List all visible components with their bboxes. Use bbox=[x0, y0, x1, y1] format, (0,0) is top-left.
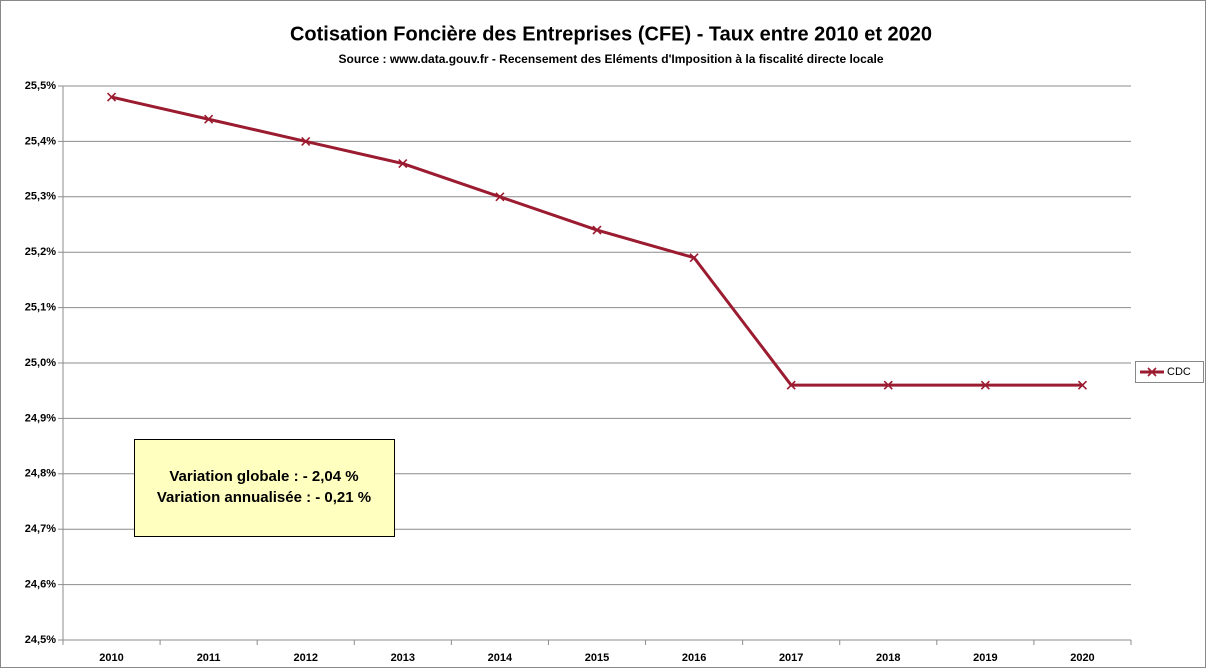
point bbox=[1077, 380, 1088, 390]
chart-title: Cotisation Foncière des Entreprises (CFE… bbox=[290, 23, 932, 45]
annotation: Variation annualisée : - 0,21 % bbox=[157, 489, 371, 506]
y-tick-label: 24,8% bbox=[25, 468, 56, 480]
y-tick-label: 25,5% bbox=[25, 80, 56, 92]
x-tick-label: 2020 bbox=[1070, 652, 1094, 664]
annotation-box bbox=[134, 439, 395, 537]
y-tick-label: 25,2% bbox=[25, 246, 56, 258]
y-tick-label: 24,9% bbox=[25, 412, 56, 424]
y-tick-label: 25,0% bbox=[25, 357, 56, 369]
x-tick-label: 2010 bbox=[99, 652, 123, 664]
legend-label: CDC bbox=[1167, 366, 1191, 378]
x-tick-label: 2019 bbox=[973, 652, 997, 664]
chart-subtitle: Source : www.data.gouv.fr - Recensement … bbox=[338, 52, 883, 66]
y-tick-label: 25,3% bbox=[25, 191, 56, 203]
x-tick-label: 2016 bbox=[682, 652, 706, 664]
x-tick-label: 2012 bbox=[293, 652, 317, 664]
point bbox=[786, 380, 796, 390]
y-tick-label: 25,1% bbox=[25, 302, 56, 314]
y-tick-label: 24,5% bbox=[25, 634, 56, 646]
legend-box bbox=[1135, 361, 1204, 383]
point bbox=[106, 92, 117, 102]
y-tick-label: 25,4% bbox=[25, 135, 56, 147]
point bbox=[398, 158, 408, 169]
point bbox=[883, 380, 893, 390]
x-tick-label: 2015 bbox=[585, 652, 609, 664]
x-tick-label: 2013 bbox=[391, 652, 415, 664]
x-tick-label: 2011 bbox=[197, 652, 221, 664]
y-tick-label: 24,6% bbox=[25, 579, 56, 591]
legend-marker bbox=[1147, 367, 1157, 377]
point bbox=[689, 253, 699, 263]
point bbox=[592, 225, 602, 235]
x-tick-label: 2018 bbox=[876, 652, 900, 664]
y-tick-label: 24,7% bbox=[25, 523, 56, 535]
point bbox=[980, 380, 990, 390]
point bbox=[204, 114, 214, 124]
x-tick-label: 2014 bbox=[488, 652, 513, 664]
annotation: Variation globale : - 2,04 % bbox=[169, 468, 358, 485]
x-tick-label: 2017 bbox=[779, 652, 803, 664]
point bbox=[301, 136, 311, 146]
point bbox=[495, 192, 505, 202]
